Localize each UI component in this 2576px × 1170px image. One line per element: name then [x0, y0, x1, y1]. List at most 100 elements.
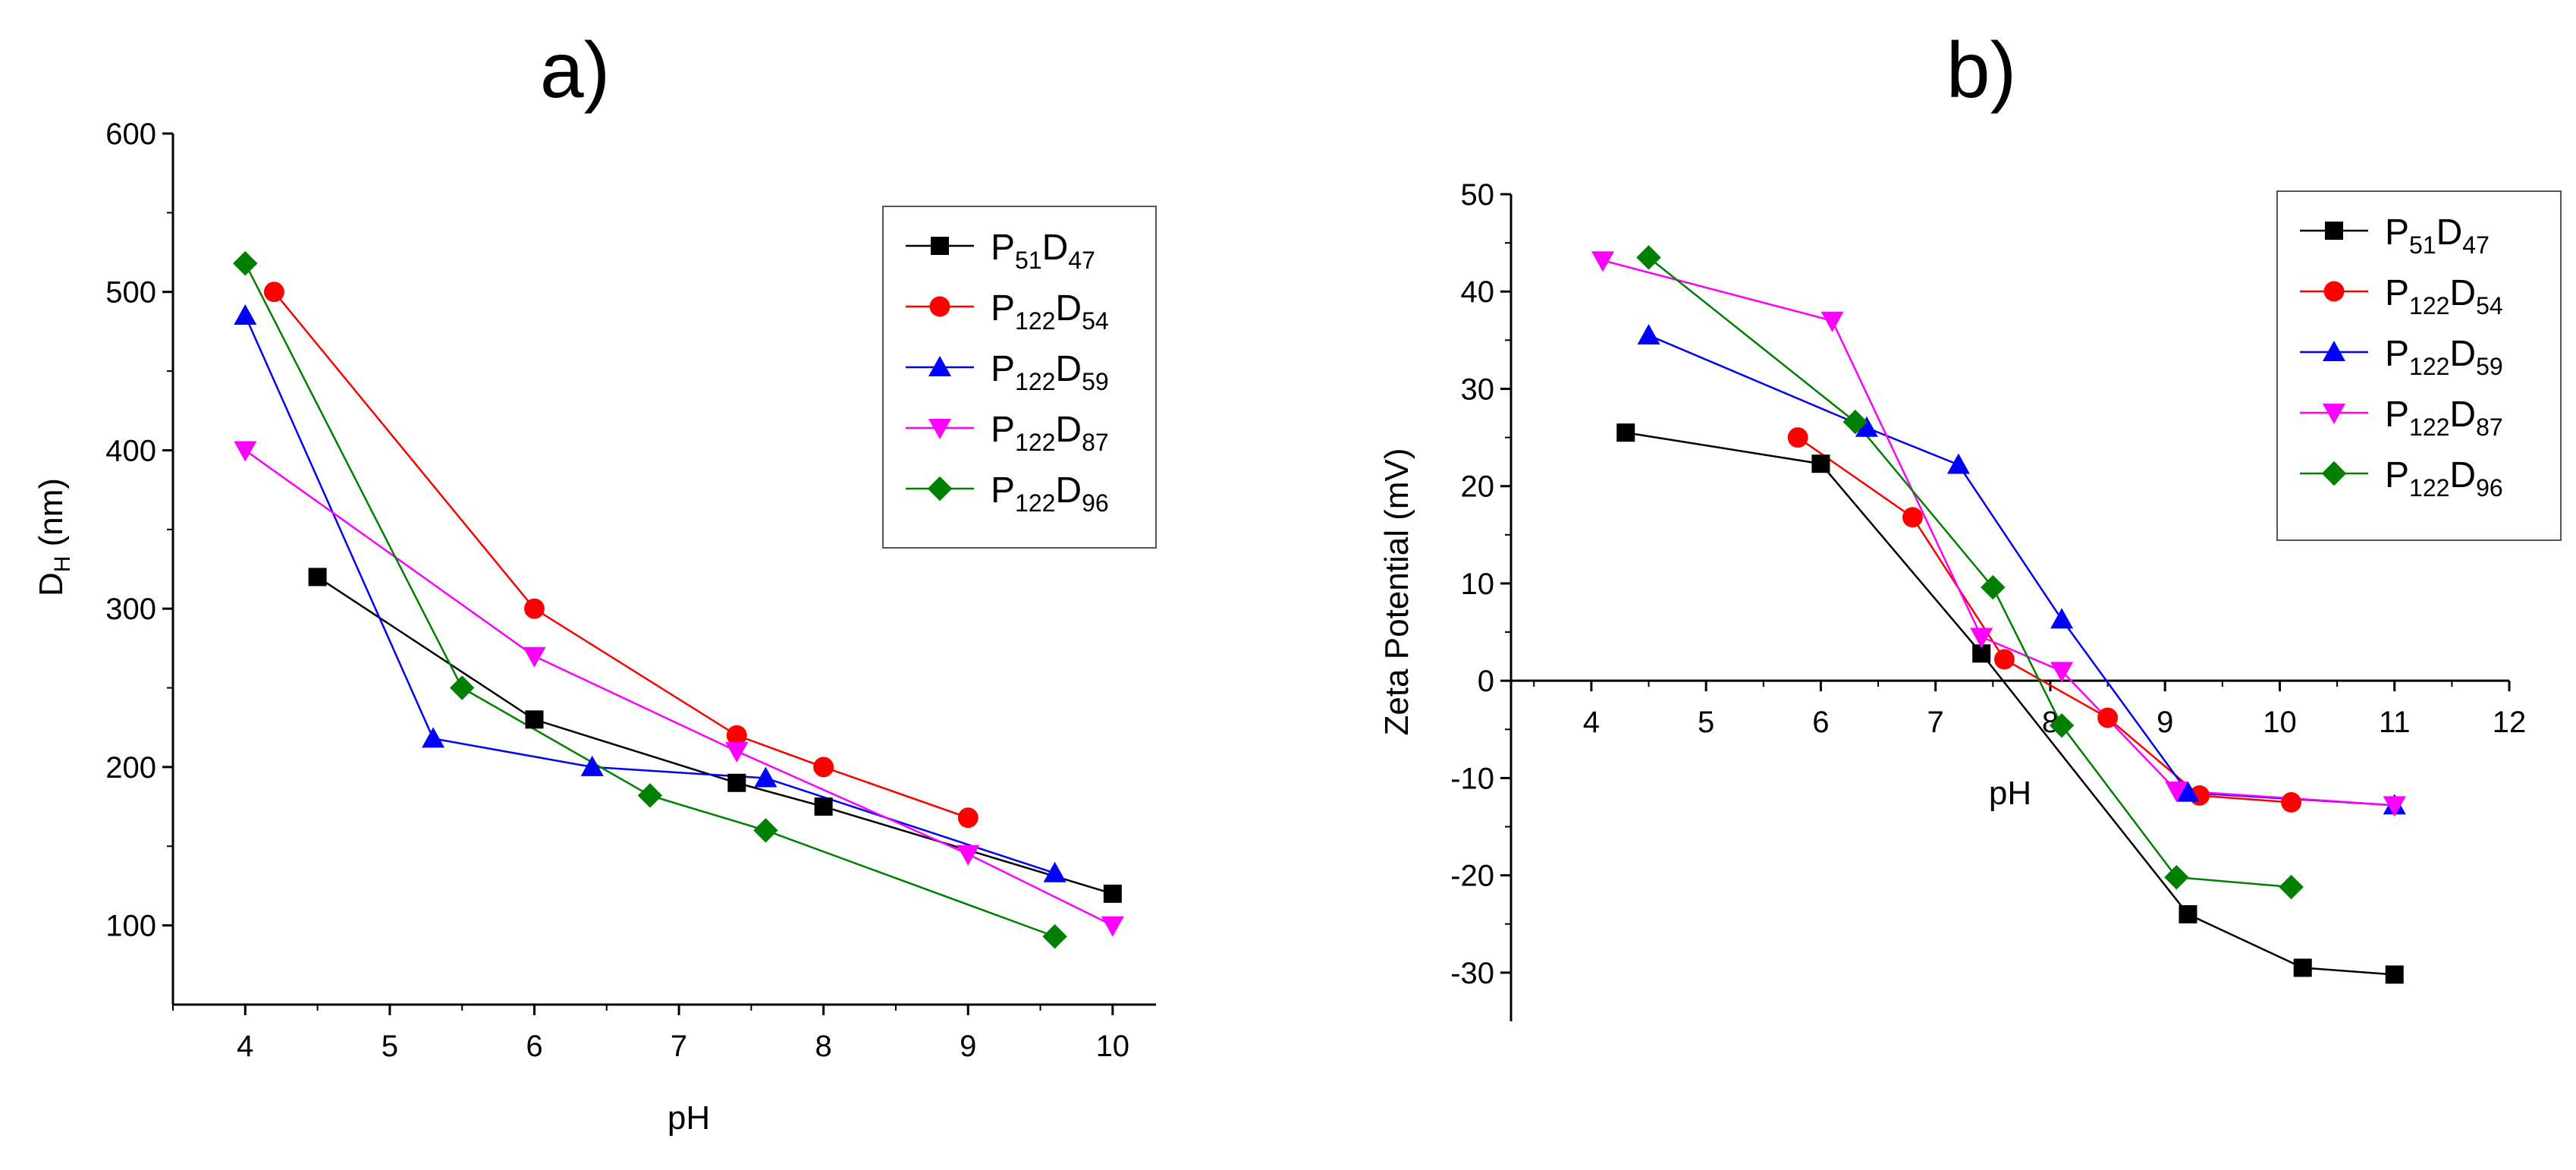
legend-label-P122D54: P122D54	[991, 288, 1109, 335]
series-line-P122D96	[1648, 256, 2292, 889]
data-point-P51D47	[1103, 884, 1122, 903]
data-point-P122D54	[1902, 507, 1923, 528]
y-tick-label: 100	[105, 910, 156, 943]
data-point-P122D54	[957, 807, 979, 829]
y-tick-label: 0	[1478, 665, 1494, 698]
data-point-P122D59	[2176, 781, 2200, 802]
legend-marker-P51D47	[2325, 222, 2343, 240]
data-point-P122D96	[1042, 924, 1067, 949]
y-tick-label: -30	[1450, 957, 1494, 990]
data-point-P122D96	[1981, 574, 2006, 600]
x-tick-label: 8	[2042, 706, 2059, 739]
data-point-P51D47	[2179, 904, 2197, 923]
x-tick-label: 8	[815, 1030, 832, 1063]
data-point-P122D96	[449, 675, 475, 700]
chart-panel-b: b) -30 -20 -10 0 10 20 30 40 50 4 5 6 7 8 9 10 11 12 pH Z…	[1378, 27, 2562, 1021]
legend-marker-P122D59	[2323, 341, 2345, 361]
data-point-P122D54	[1787, 427, 1808, 448]
data-point-P122D87	[725, 742, 749, 763]
panel-a-axes: 100 200 300 400 500 600 4 5 6 7 8 9 10	[105, 118, 1156, 1063]
panel-a-legend: P51D47 P122D54 P122D59 P122D87 P122D96	[882, 206, 1157, 549]
data-point-P122D54	[813, 756, 834, 778]
legend-label-P122D87: P122D87	[2385, 395, 2503, 441]
data-point-P122D96	[2049, 712, 2075, 738]
y-tick-label: 200	[105, 751, 156, 785]
y-tick-label: -10	[1450, 762, 1494, 795]
panel-b-x-axis-label: pH	[1989, 775, 2031, 812]
data-point-P122D54	[263, 281, 284, 303]
series-line-P51D47	[1626, 431, 2395, 976]
data-point-P122D87	[2165, 782, 2188, 803]
data-point-P122D87	[1591, 251, 1615, 272]
data-point-P122D59	[754, 766, 778, 788]
panel-b-axes: -30 -20 -10 0 10 20 30 40 50 4 5 6 7 8 9 10 11 12	[1450, 178, 2526, 1021]
y-tick-label: 10	[1461, 568, 1495, 601]
x-tick-label: 10	[1096, 1030, 1130, 1063]
legend-marker-P122D54	[2323, 281, 2345, 302]
legend-marker-P122D96	[927, 476, 953, 502]
data-point-P122D87	[523, 646, 546, 668]
legend-marker-P122D59	[928, 356, 951, 376]
panel-b-label: b)	[1946, 27, 2016, 115]
data-point-P122D54	[726, 725, 747, 746]
legend-box	[2276, 190, 2562, 541]
data-point-P51D47	[1616, 423, 1635, 442]
data-point-P122D87	[2383, 796, 2406, 817]
panel-b-y-axis-label: Zeta Potential (mV)	[1378, 448, 1415, 735]
y-tick-label: 300	[105, 593, 156, 626]
x-tick-label: 6	[526, 1030, 542, 1063]
panel-b-series-markers	[1591, 245, 2406, 984]
legend-marker-P122D96	[2321, 461, 2347, 486]
data-point-P122D59	[234, 304, 257, 326]
data-point-P122D87	[957, 844, 980, 866]
y-tick-label: 40	[1461, 275, 1495, 309]
legend-label-P122D54: P122D54	[2385, 273, 2503, 319]
data-point-P51D47	[814, 797, 833, 816]
data-point-P51D47	[525, 710, 544, 729]
y-tick-label: -20	[1450, 860, 1494, 893]
series-line-P122D59	[1648, 334, 2395, 807]
legend-label-P51D47: P51D47	[2385, 212, 2490, 259]
x-tick-label: 5	[382, 1030, 398, 1063]
data-point-P122D59	[1946, 453, 1970, 474]
y-tick-label: 400	[105, 434, 156, 467]
x-tick-label: 4	[237, 1030, 253, 1063]
data-point-P122D59	[1043, 861, 1067, 882]
data-point-P122D54	[524, 598, 545, 619]
legend-label-P122D87: P122D87	[991, 410, 1109, 456]
data-point-P122D87	[1101, 916, 1124, 937]
legend-label-P122D96: P122D96	[991, 470, 1109, 517]
data-point-P122D59	[580, 755, 604, 776]
data-point-P122D87	[2050, 662, 2074, 683]
y-tick-label: 30	[1461, 373, 1495, 406]
panel-a-series-markers	[233, 250, 1124, 949]
x-tick-label: 12	[2493, 706, 2527, 739]
data-point-P51D47	[727, 773, 746, 792]
x-tick-label: 7	[1927, 706, 1944, 739]
y-tick-label: 50	[1461, 178, 1495, 212]
data-point-P122D59	[2050, 608, 2074, 629]
panel-a-label: a)	[540, 27, 610, 115]
legend-box	[882, 206, 1157, 549]
y-tick-label: 20	[1461, 470, 1495, 504]
data-point-P122D96	[1636, 245, 1661, 270]
series-line-P122D87	[1602, 259, 2395, 807]
x-tick-label: 7	[671, 1030, 687, 1063]
x-tick-label: 6	[1812, 706, 1829, 739]
series-line-P122D54	[1797, 436, 2292, 804]
panel-b-series-lines	[1602, 256, 2395, 976]
data-point-P122D96	[1842, 409, 1868, 435]
legend-label-P122D59: P122D59	[991, 349, 1109, 395]
data-point-P122D96	[753, 818, 778, 843]
legend-label-P51D47: P51D47	[991, 228, 1095, 274]
data-point-P122D54	[2097, 707, 2119, 728]
legend-marker-P122D54	[929, 296, 950, 317]
data-point-P122D59	[1855, 416, 1878, 437]
data-point-P122D54	[2281, 792, 2302, 813]
data-point-P51D47	[1811, 454, 1830, 473]
y-tick-label: 600	[105, 118, 156, 151]
data-point-P122D87	[1820, 311, 1844, 332]
x-tick-label: 10	[2263, 706, 2297, 739]
panel-b-legend: P51D47 P122D54 P122D59 P122D87 P122D96	[2276, 190, 2562, 541]
x-tick-label: 9	[960, 1030, 976, 1063]
